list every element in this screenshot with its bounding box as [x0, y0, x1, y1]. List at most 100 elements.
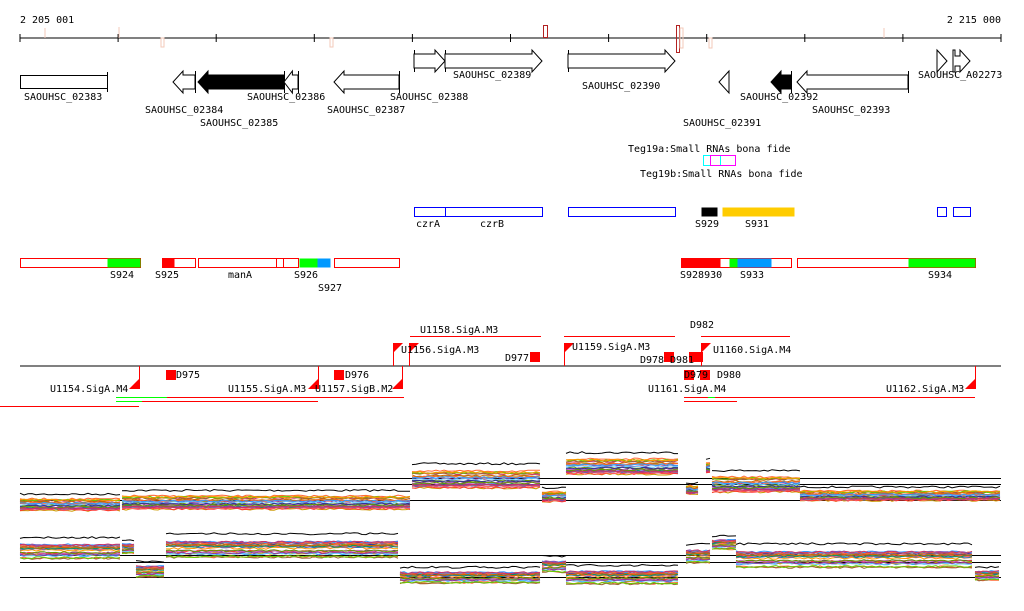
expression-profile-line — [705, 457, 711, 460]
gene-saouhsc_02387[interactable]: SAOUHSC_02387 — [327, 69, 405, 116]
segment-block[interactable] — [737, 258, 772, 268]
expression-profile-line — [165, 541, 399, 545]
expression-profile-line — [121, 550, 135, 553]
gene-saouhsc_a02273[interactable]: SAOUHSC_A02273 — [918, 48, 1002, 81]
promoter-flag[interactable] — [409, 343, 419, 353]
segment-label: S924 — [110, 270, 134, 281]
promoter-flag[interactable] — [965, 379, 975, 389]
terminator-block[interactable] — [334, 370, 344, 380]
operon-block[interactable] — [414, 207, 543, 217]
expression-profile-line — [121, 544, 135, 548]
expression-profile-line — [411, 462, 541, 466]
segment-block[interactable] — [729, 258, 738, 268]
gene-saouhsc_02384[interactable]: SAOUHSC_02384 — [145, 69, 223, 116]
promoter-flag[interactable] — [129, 379, 139, 389]
expression-profile-line — [799, 493, 1001, 497]
expression-profile-line — [736, 561, 973, 565]
expression-profile-line — [411, 477, 541, 481]
segment-block[interactable] — [198, 258, 299, 268]
gene-track: SAOUHSC_02383 SAOUHSC_02384 SAOUHSC_02385 S… — [20, 48, 1002, 129]
srna-teg19b[interactable] — [710, 155, 736, 166]
expression-profile-line — [711, 486, 801, 490]
operon-block[interactable] — [937, 207, 947, 217]
expression-profile-line — [974, 576, 1000, 579]
expression-profile-line — [411, 469, 541, 473]
expression-profile-line — [135, 565, 165, 569]
expression-profile-line — [799, 490, 1001, 494]
expression-profile-line — [19, 501, 120, 505]
expression-profile-line — [19, 543, 121, 547]
operon-block[interactable] — [722, 207, 795, 217]
expression-profile-line — [411, 476, 541, 480]
expression-profile-line — [165, 544, 399, 548]
expression-profile-line — [685, 487, 699, 491]
expression-profile-line — [541, 486, 567, 490]
terminator-block[interactable] — [530, 352, 540, 362]
segment-block[interactable] — [107, 258, 141, 268]
expression-profile-line — [19, 503, 121, 507]
expression-profile-line — [411, 471, 541, 474]
gene-label: SAOUHSC_02387 — [327, 105, 405, 116]
promoter-flag[interactable] — [393, 343, 403, 353]
terminator-block[interactable] — [689, 352, 703, 362]
expression-profile-line — [411, 472, 541, 475]
gene-label: SAOUHSC_02385 — [200, 118, 278, 129]
gene-saouhsc_02388[interactable]: SAOUHSC_02388 — [390, 48, 468, 103]
expression-profile-line — [400, 580, 540, 584]
expression-profile-line — [121, 505, 411, 509]
segment-block[interactable] — [317, 258, 331, 268]
expression-profile-line — [565, 573, 679, 577]
terminator-block[interactable] — [664, 352, 674, 362]
gene-label: SAOUHSC_02388 — [390, 92, 468, 103]
expression-profile-line — [799, 497, 1001, 501]
expression-profile-line — [541, 555, 567, 558]
gene-label: SAOUHSC_02384 — [145, 105, 223, 116]
terminator-block[interactable] — [166, 370, 176, 380]
gene-saouhsc_02389[interactable]: SAOUHSC_02389 — [444, 48, 543, 81]
expression-profile-line — [19, 505, 121, 509]
expression-profile-line — [565, 458, 679, 462]
expression-profile-line — [711, 488, 801, 492]
operon-block[interactable] — [953, 207, 971, 217]
expression-profile-line — [685, 552, 711, 556]
promoter-label: D979 — [684, 370, 708, 381]
expression-profile-line — [565, 581, 679, 585]
gene-label: SAOUHSC_02391 — [683, 118, 761, 129]
expression-profile-line — [121, 543, 135, 546]
expression-profile-line — [19, 551, 121, 555]
ruler-mark — [543, 25, 548, 38]
expression-profile-line — [685, 556, 711, 559]
operon-block[interactable] — [701, 207, 718, 217]
expression-profile-line — [799, 490, 1001, 494]
segment-block[interactable] — [908, 258, 976, 268]
expression-profile-line — [565, 451, 678, 455]
promoter-flag[interactable] — [564, 343, 574, 353]
segment-block[interactable] — [334, 258, 400, 268]
terminator-block[interactable] — [700, 370, 710, 380]
expression-profile-line — [541, 494, 567, 497]
gene-label: SAOUHSC_02386 — [247, 92, 325, 103]
gene-saouhsc_02393[interactable]: SAOUHSC_02393 — [796, 69, 909, 116]
expression-profile-line — [399, 577, 541, 580]
expression-profile-line — [165, 549, 399, 553]
promoter-flag[interactable] — [701, 343, 711, 353]
expression-profile-line — [735, 565, 973, 569]
segment-block[interactable] — [681, 258, 721, 268]
gene-saouhsc_02386[interactable]: SAOUHSC_02386 — [247, 69, 325, 103]
gene-saouhsc_02383[interactable]: SAOUHSC_02383 — [20, 72, 108, 103]
operon-block[interactable] — [568, 207, 676, 217]
expression-profile-line — [542, 565, 567, 569]
terminator-block[interactable] — [684, 370, 694, 380]
gene-saouhsc_02390[interactable]: SAOUHSC_02390 — [567, 48, 676, 92]
expression-profile-line — [135, 574, 165, 578]
gene-saouhsc_02392[interactable]: SAOUHSC_02392 — [740, 69, 818, 103]
promoter-label: U1157.SigB.M2 — [315, 384, 393, 395]
srna-teg19a[interactable] — [703, 155, 711, 166]
promoter-flag[interactable] — [392, 379, 402, 389]
segment-block[interactable] — [162, 258, 175, 268]
segment-label: manA — [228, 270, 252, 281]
segment-block[interactable] — [299, 258, 318, 268]
gene-saouhsc_02391[interactable]: SAOUHSC_02391 — [683, 69, 761, 129]
promoter-flag[interactable] — [308, 379, 318, 389]
